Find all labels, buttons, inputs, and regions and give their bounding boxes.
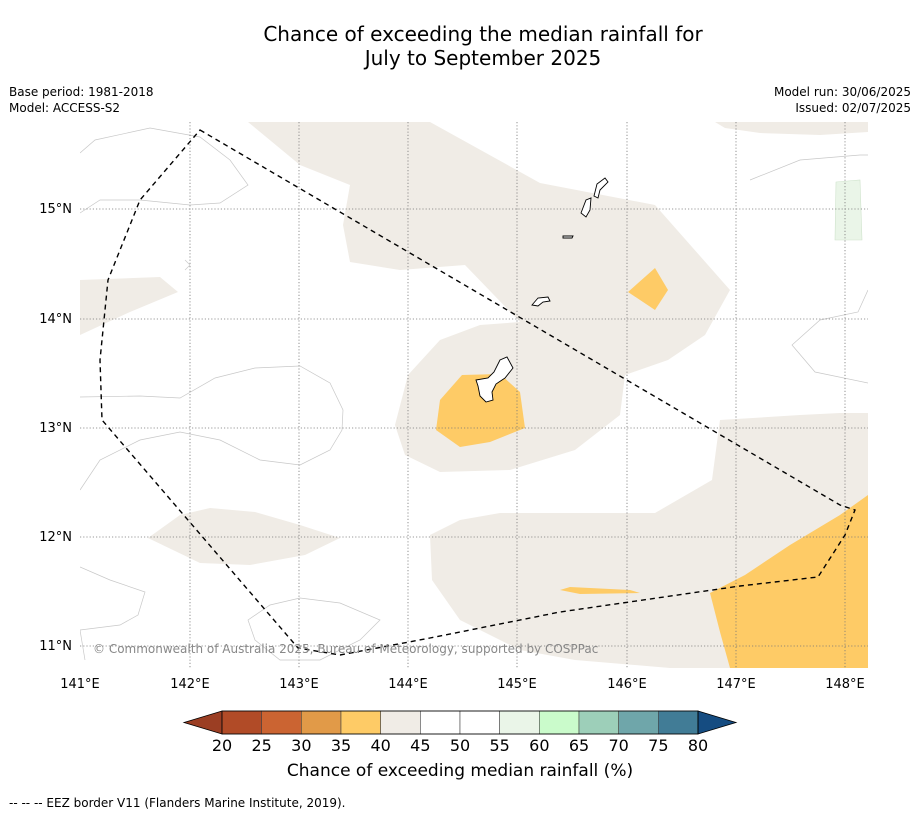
colorbar-label: Chance of exceeding median rainfall (%) bbox=[286, 761, 634, 781]
island-tinian bbox=[580, 197, 592, 218]
lon-tick: 145°E bbox=[497, 677, 537, 692]
lon-tick: 148°E bbox=[825, 677, 865, 692]
colorbar-extend-high bbox=[697, 710, 738, 735]
colorbar-segment bbox=[221, 710, 262, 735]
colorbar-tick: 80 bbox=[688, 736, 708, 755]
model-run: Model run: 30/06/2025 bbox=[773, 85, 911, 99]
wet-region bbox=[834, 179, 863, 241]
dry-regions bbox=[436, 268, 868, 668]
island-rota bbox=[531, 296, 551, 307]
colorbar-tick: 30 bbox=[291, 736, 311, 755]
colorbar-tick: 50 bbox=[450, 736, 470, 755]
colorbar-tick: 35 bbox=[331, 736, 351, 755]
lat-tick: 13°N bbox=[39, 421, 72, 436]
colorbar-segment bbox=[380, 710, 421, 735]
colorbar-segment bbox=[459, 710, 500, 735]
colorbar-tick: 65 bbox=[569, 736, 589, 755]
lon-tick: 147°E bbox=[716, 677, 756, 692]
model-name: Model: ACCESS-S2 bbox=[9, 101, 121, 115]
colorbar-tick: 45 bbox=[410, 736, 430, 755]
colorbar-segment bbox=[340, 710, 381, 735]
colorbar-tick: 60 bbox=[529, 736, 549, 755]
colorbar-tick: 40 bbox=[370, 736, 390, 755]
map-area bbox=[80, 122, 868, 668]
lat-tick: 15°N bbox=[39, 202, 72, 217]
colorbar-tick: 55 bbox=[489, 736, 509, 755]
issued-date: Issued: 02/07/2025 bbox=[795, 101, 911, 115]
colorbar bbox=[182, 710, 738, 735]
island-saipan bbox=[593, 177, 609, 199]
title-line-2: July to September 2025 bbox=[364, 46, 602, 70]
colorbar-segment bbox=[420, 710, 461, 735]
lat-tick: 12°N bbox=[39, 530, 72, 545]
colorbar-segment bbox=[261, 710, 302, 735]
contour-lines bbox=[80, 127, 868, 661]
lon-tick: 143°E bbox=[279, 677, 319, 692]
lat-tick: 11°N bbox=[39, 639, 72, 654]
lat-tick: 14°N bbox=[39, 312, 72, 327]
base-period: Base period: 1981-2018 bbox=[9, 85, 154, 99]
lat-tick-labels: 15°N 14°N 13°N 12°N 11°N bbox=[39, 202, 72, 654]
colorbar-extend-low bbox=[182, 710, 223, 735]
colorbar-tick-labels: 20 25 30 35 40 45 50 55 60 65 70 75 80 bbox=[212, 736, 708, 755]
colorbar-segment bbox=[618, 710, 659, 735]
colorbar-tick: 70 bbox=[608, 736, 628, 755]
lon-tick: 141°E bbox=[60, 677, 100, 692]
colorbar-tick: 25 bbox=[251, 736, 271, 755]
colorbar-segment bbox=[578, 710, 619, 735]
gridlines bbox=[80, 122, 868, 668]
island-aguijan bbox=[562, 235, 574, 239]
meta-left: Base period: 1981-2018 Model: ACCESS-S2 bbox=[9, 84, 154, 116]
island-guam bbox=[475, 356, 514, 403]
lon-tick: 146°E bbox=[607, 677, 647, 692]
copyright-note: © Commonwealth of Australia 2025, Bureau… bbox=[93, 642, 598, 656]
lon-tick: 142°E bbox=[170, 677, 210, 692]
colorbar-tick: 75 bbox=[648, 736, 668, 755]
lon-tick: 144°E bbox=[388, 677, 428, 692]
lon-tick-labels: 141°E 142°E 143°E 144°E 145°E 146°E 147°… bbox=[60, 677, 865, 692]
meta-right: Model run: 30/06/2025 Issued: 02/07/2025 bbox=[774, 84, 911, 116]
colorbar-segment bbox=[499, 710, 540, 735]
colorbar-outline bbox=[221, 710, 699, 735]
title-line-1: Chance of exceeding the median rainfall … bbox=[263, 22, 703, 46]
eez-border bbox=[99, 129, 856, 656]
colorbar-segment bbox=[658, 710, 699, 735]
map-title: Chance of exceeding the median rainfall … bbox=[0, 22, 919, 70]
colorbar-segment bbox=[539, 710, 580, 735]
islands bbox=[475, 177, 609, 403]
colorbar-tick: 20 bbox=[212, 736, 232, 755]
colorbar-segment bbox=[301, 710, 342, 735]
eez-legend-note: -- -- -- EEZ border V11 (Flanders Marine… bbox=[9, 796, 346, 810]
